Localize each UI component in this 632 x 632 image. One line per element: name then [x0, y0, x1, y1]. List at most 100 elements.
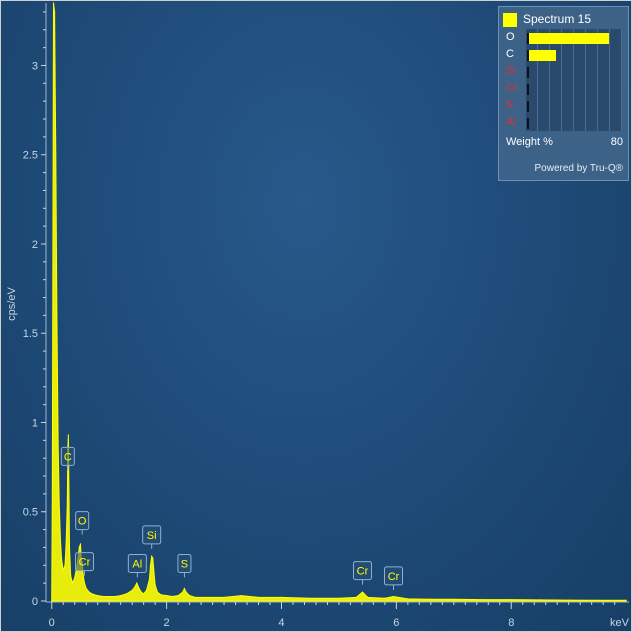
spectrum-data-point [280, 596, 283, 599]
spectrum-data-point [66, 502, 68, 504]
legend-element-label: S [506, 99, 514, 111]
legend-weight-bar [527, 33, 610, 44]
spectrum-data-point [140, 591, 142, 593]
peak-label-text: Cr [357, 566, 369, 578]
spectrum-data-point [97, 595, 99, 597]
spectrum-data-point [596, 599, 599, 601]
legend-row-o: O [499, 30, 629, 47]
spectrum-data-point [160, 594, 162, 596]
legend-element-label: Si [506, 65, 516, 77]
spectrum-data-point [136, 582, 138, 584]
legend-element-label: Al [506, 116, 516, 128]
spectrum-data-point [156, 591, 158, 593]
peak-label-cr: Cr [74, 552, 94, 576]
peak-label-text: C [64, 451, 72, 463]
spectrum-data-point [145, 589, 148, 591]
x-tick-label: 4 [278, 617, 284, 629]
peak-label-c: C [60, 446, 75, 471]
peak-annotations: C O Cr Al Si S Cr Cr [60, 446, 404, 590]
spectrum-data-point [125, 593, 127, 595]
x-axis-label: keV [610, 617, 630, 629]
legend-zero-tick [527, 84, 529, 95]
legend-zero-tick [527, 67, 529, 78]
spectrum-data-point [194, 596, 196, 599]
spectrum-data-point [60, 557, 63, 559]
spectrum-data-point [257, 596, 260, 599]
y-tick-label: 1 [32, 417, 38, 429]
spectrum-data-point [153, 571, 155, 574]
peak-label-text: Cr [79, 557, 91, 569]
legend-axis-max: 80 [610, 136, 623, 148]
spectrum-data-point [94, 594, 96, 596]
spectrum-data-point [120, 595, 122, 597]
spectrum-data-point [56, 314, 58, 316]
peak-label-text: O [78, 516, 87, 528]
spectrum-data-point [54, 11, 56, 13]
spectrum-data-point [171, 595, 173, 598]
legend-weight-bar [527, 50, 557, 61]
spectrum-data-point [68, 546, 71, 549]
spectrum-data-point [55, 154, 57, 156]
legend-bar-area [526, 29, 622, 131]
spectrum-data-point [185, 591, 187, 593]
spectrum-data-point [91, 593, 93, 595]
spectrum-data-point [240, 595, 242, 597]
spectrum-data-point [539, 599, 541, 601]
y-tick-label: 0 [32, 596, 38, 608]
spectrum-data-point [78, 546, 80, 549]
spectrum-data-point [625, 599, 627, 601]
peak-label-al: Al [127, 553, 147, 578]
x-tick-label: 0 [49, 617, 55, 629]
legend-row-c: C [499, 47, 629, 64]
legend-row-cr: Cr [499, 81, 629, 98]
spectrum-data-point [151, 555, 153, 558]
spectrum-data-point [51, 600, 53, 602]
peak-label-text: Cr [388, 571, 400, 583]
powered-by-text: Powered by Tru-Q® [534, 163, 623, 174]
spectrum-data-point [510, 599, 512, 601]
legend-row-s: S [499, 98, 629, 115]
y-tick-label: 2 [32, 239, 38, 251]
spectrum-data-point [59, 537, 62, 540]
spectrum-data-point [407, 598, 409, 600]
x-tick-label: 6 [393, 617, 399, 629]
spectrum-data-point [57, 439, 59, 441]
spectrum-data-point [70, 575, 72, 577]
peak-label-cr: Cr [352, 561, 372, 585]
spectrum-data-point [108, 595, 110, 598]
spectrum-data-point [71, 582, 73, 584]
spectrum-data-point [367, 596, 369, 599]
weight-percent-legend[interactable]: Spectrum 15 O C Si Cr S Al Weight % 80 Powere… [498, 6, 629, 181]
legend-element-label: C [506, 48, 514, 60]
spectrum-data-point [64, 564, 66, 566]
peak-label-text: Al [132, 558, 142, 570]
y-tick-label: 1.5 [23, 328, 38, 340]
spectrum-data-point [183, 587, 185, 590]
spectrum-data-point [392, 595, 395, 598]
spectrum-data-point [453, 598, 455, 600]
spectrum-data-point [51, 493, 53, 495]
spectrum-data-point [568, 599, 570, 601]
spectrum-data-point [102, 595, 104, 598]
spectrum-data-point [177, 595, 179, 597]
legend-axis-label: Weight % [506, 136, 553, 148]
x-tick-label: 2 [164, 617, 170, 629]
spectrum-data-point [88, 591, 90, 593]
spectrum-data-point [189, 595, 191, 597]
spectrum-data-point [65, 543, 67, 545]
chart-ticks: 0 0.5 1 1.5 2 2.5 3 0 2 4 6 8 [23, 11, 616, 629]
spectrum-data-point [166, 595, 168, 597]
spectrum-data-point [206, 596, 208, 599]
spectrum-data-point [148, 579, 150, 581]
legend-title: Spectrum 15 [523, 12, 592, 26]
y-tick-label: 3 [32, 60, 38, 72]
legend-row-si: Si [499, 64, 629, 81]
spectrum-data-point [481, 599, 484, 601]
spectrum-data-point [68, 493, 70, 495]
x-tick-label: 8 [508, 617, 514, 629]
legend-element-label: Cr [506, 82, 518, 94]
legend-zero-tick [527, 101, 529, 112]
spectrum-data-point [309, 597, 311, 599]
